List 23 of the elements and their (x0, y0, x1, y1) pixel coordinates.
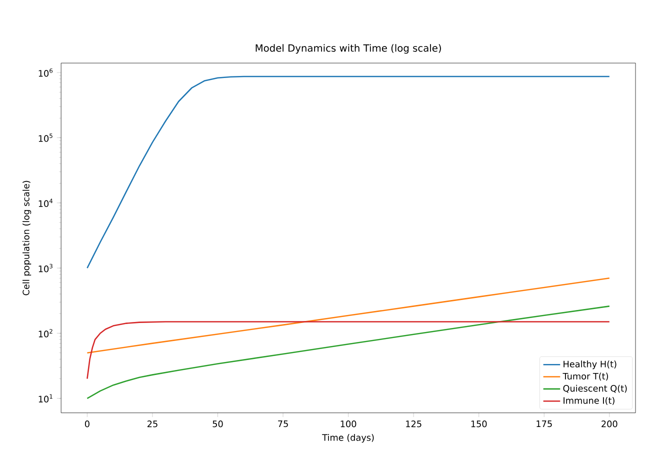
legend-label: Tumor T(t) (562, 372, 608, 380)
legend-label: Quiescent Q(t) (563, 384, 627, 393)
y-tick-label: 10$^{3}$ (38, 264, 52, 272)
y-tick-label: 10$^{1}$ (38, 394, 52, 402)
y-tick-label: 10$^{2}$ (38, 328, 52, 338)
x-tick-label: 200 (602, 420, 618, 428)
x-tick-label: 0 (84, 420, 90, 428)
x-tick-label: 25 (147, 420, 158, 428)
y-axis-title: Cell population (log scale) (22, 180, 32, 296)
legend-label: Immune I(t) (564, 396, 614, 405)
y-tick-label: 10$^{5}$ (38, 134, 52, 142)
y-tick-label: 10$^{6}$ (38, 68, 53, 77)
x-tick-label: 175 (536, 420, 552, 427)
chart-title: Model Dynamics with Time (log scale) (256, 44, 441, 54)
line-series (86, 277, 610, 354)
y-tick-label: 10$^{4}$ (38, 198, 53, 207)
x-tick-label: 75 (278, 420, 288, 427)
x-axis-title: Time (days) (322, 434, 374, 442)
x-tick-label: 100 (340, 420, 356, 428)
x-tick-label: 125 (406, 420, 422, 428)
x-tick-label: 50 (212, 420, 223, 428)
legend-label: Healthy H(t) (564, 360, 616, 369)
x-tick-label: 150 (471, 420, 487, 428)
